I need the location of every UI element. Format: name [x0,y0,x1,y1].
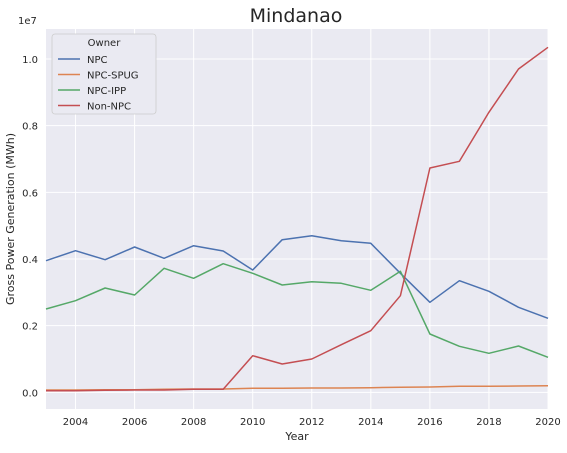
legend-items: NPC NPC-SPUG NPC-IPP Non-NPC [58,55,139,113]
legend-label: NPC-SPUG [87,71,139,82]
y-axis-label: Gross Power Generation (MWh) [4,133,17,305]
series-line-non-npc [46,46,549,392]
legend-label: Non-NPC [87,102,131,113]
legend-label: NPC-IPP [87,86,126,97]
series-line-npc [45,234,549,320]
legend-label: NPC [87,55,108,66]
series-line-npc-ipp [45,262,549,359]
x-tick-label: 2016 [417,417,442,428]
x-tick-label: 2014 [358,417,383,428]
y-tick-label: 0.8 [22,122,38,133]
x-tick-label: 2004 [63,417,88,428]
y-axis-multiplier: 1e7 [18,16,37,27]
legend-title: Owner [88,38,122,49]
legend: Owner NPC NPC-SPUG NPC-IPP Non-NPC [51,33,157,115]
y-tick-label: 0.4 [22,255,38,266]
x-tick-label: 2012 [299,417,324,428]
x-axis-label: Year [284,430,309,443]
y-tick-label: 0.0 [22,388,38,399]
x-tick-label: 2020 [535,417,560,428]
series-lines [45,46,549,392]
x-tick-label: 2010 [240,417,265,428]
y-tick-labels: 0.0 0.2 0.4 0.6 0.8 1.0 [22,55,38,399]
x-tick-labels: 2004 2006 2008 2010 2012 2014 2016 2018 2020 [63,417,561,428]
y-tick-label: 0.6 [22,188,38,199]
x-tick-label: 2006 [122,417,147,428]
legend-box [51,33,157,115]
chart-title: Mindanao [250,5,343,27]
x-tick-label: 2008 [181,417,206,428]
x-tick-label: 2018 [476,417,501,428]
y-tick-label: 0.2 [22,322,38,333]
y-tick-label: 1.0 [22,55,38,66]
gridlines [46,29,549,409]
